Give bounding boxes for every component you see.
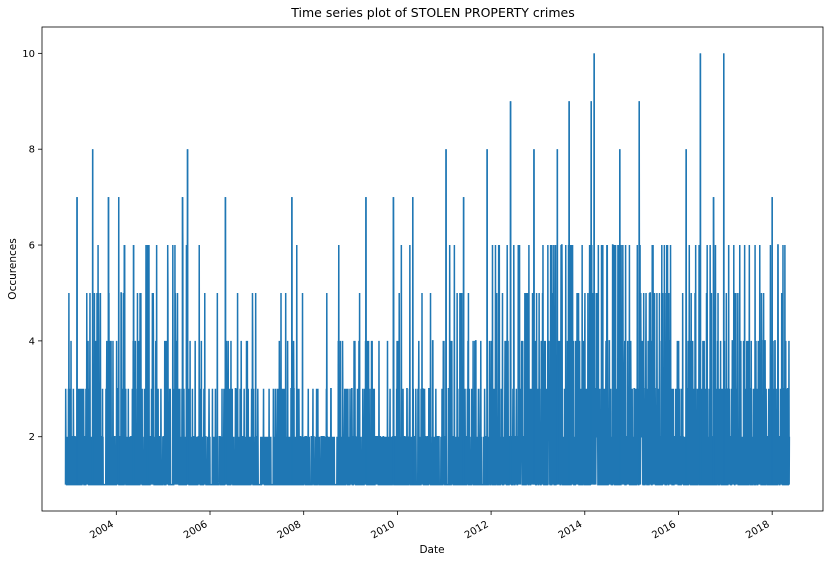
y-tick-label: 2 (29, 432, 35, 443)
x-tick-label: 2012 (463, 519, 491, 541)
x-tick-label: 2016 (650, 519, 678, 541)
y-axis: 2 4 6 8 10 (22, 49, 42, 443)
x-axis-label: Date (419, 544, 444, 556)
x-tick-label: 2018 (744, 519, 772, 541)
series-line (64, 53, 791, 486)
x-tick-label: 2006 (182, 519, 210, 541)
x-tick-label: 2008 (276, 519, 304, 541)
x-tick-label: 2010 (369, 519, 397, 541)
y-tick-label: 4 (29, 336, 35, 347)
series-group (64, 53, 791, 486)
plot-frame (41, 26, 824, 512)
y-tick-label: 6 (29, 241, 35, 252)
y-tick-label: 8 (29, 145, 35, 156)
x-axis: 2004 2006 2008 2010 2012 2014 2016 2018 (88, 511, 773, 541)
x-tick-label: 2014 (557, 519, 585, 541)
x-tick-label: 2004 (88, 519, 116, 541)
y-axis-label: Occurences (7, 238, 19, 299)
chart-title: Time series plot of STOLEN PROPERTY crim… (290, 5, 574, 20)
y-tick-label: 10 (22, 49, 35, 60)
